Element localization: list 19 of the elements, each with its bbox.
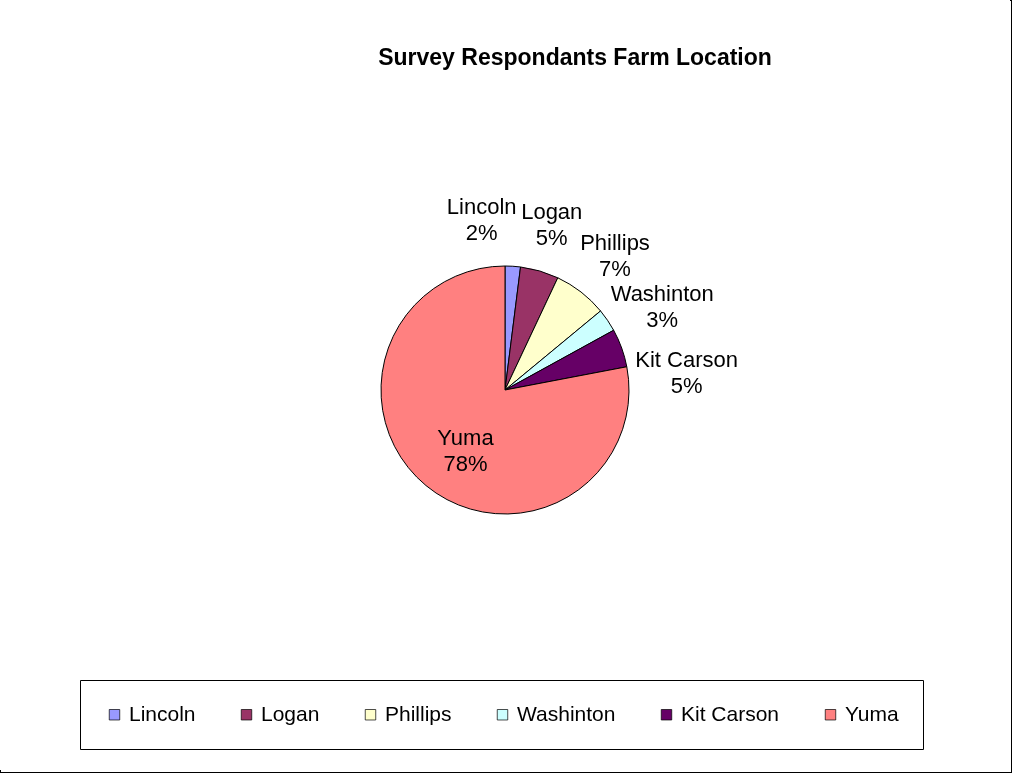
slice-label: Washinton — [610, 281, 714, 307]
slice-label: Kit Carson — [635, 347, 738, 373]
legend-label: Kit Carson — [681, 701, 780, 725]
legend-label: Logan — [261, 701, 320, 725]
slice-label: Logan — [521, 199, 583, 225]
legend-label: Washinton — [517, 701, 616, 725]
chart-title: Survey Respondants Farm Location — [378, 44, 772, 70]
slice-label: Yuma — [437, 424, 495, 450]
legend-label: Yuma — [845, 701, 900, 725]
data-label: 7% — [599, 255, 631, 281]
slice-label: Phillips — [580, 229, 650, 255]
data-label: 3% — [646, 307, 679, 333]
slice-label: Lincoln — [446, 194, 517, 220]
data-label: 2% — [465, 220, 498, 246]
data-label: 78% — [443, 450, 488, 476]
data-label: 5% — [670, 373, 703, 399]
legend-label: Phillips — [385, 701, 452, 725]
data-label: 5% — [535, 225, 568, 251]
legend-label: Lincoln — [129, 701, 196, 725]
